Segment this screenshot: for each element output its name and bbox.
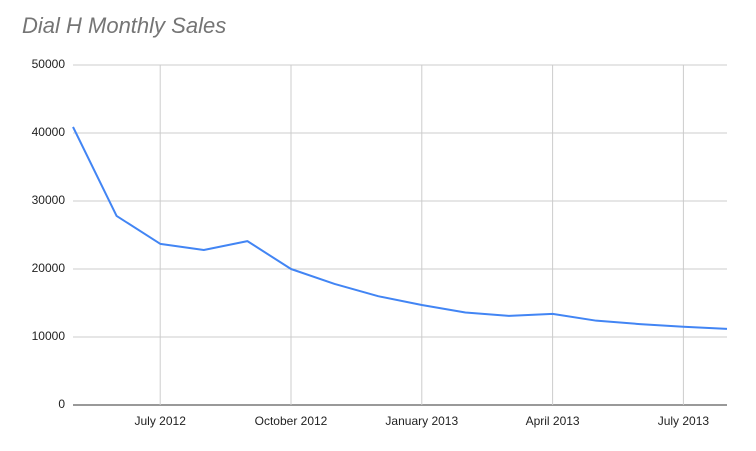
y-tick-label: 50000 <box>32 57 66 71</box>
x-tick-label: April 2013 <box>526 414 580 428</box>
y-tick-label: 30000 <box>32 193 66 207</box>
y-tick-label: 10000 <box>32 329 66 343</box>
y-tick-label: 20000 <box>32 261 66 275</box>
y-tick-label: 0 <box>58 397 65 411</box>
line <box>72 126 728 330</box>
chart-title: Dial H Monthly Sales <box>22 13 226 38</box>
x-tick-label: October 2012 <box>255 414 328 428</box>
y-tick-label: 40000 <box>32 125 66 139</box>
x-tick-label: July 2013 <box>658 414 710 428</box>
x-tick-label: July 2012 <box>135 414 187 428</box>
x-tick-label: January 2013 <box>385 414 458 428</box>
